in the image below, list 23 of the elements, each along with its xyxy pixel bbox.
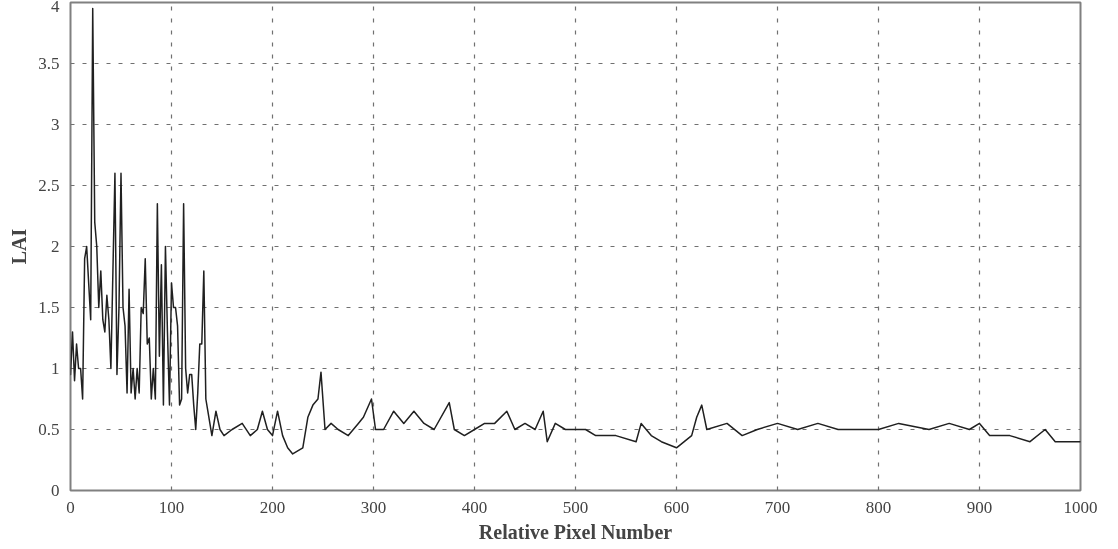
y-tick-label: 4 [51,0,60,16]
x-tick-label: 1000 [1063,497,1098,517]
y-tick-label: 1 [51,359,60,378]
x-tick-label: 900 [966,497,993,517]
y-tick-label: 2.5 [38,176,60,195]
line-series [70,7,1081,455]
y-tick-label: 0 [51,481,60,500]
x-tick-label: 400 [461,497,488,517]
x-axis-title: Relative Pixel Number [478,520,673,543]
x-tick-label: 800 [865,497,892,517]
x-tick-label: 500 [562,497,589,517]
y-tick-label: 2 [51,237,60,256]
x-tick-label: 100 [158,497,185,517]
y-axis-title: LAI [8,228,31,265]
y-tick-label: 1.5 [38,298,60,317]
x-tick-label: 300 [360,497,387,517]
x-tick-label: 600 [663,497,690,517]
y-tick-label: 3.5 [38,54,60,73]
y-tick-label: 0.5 [38,420,60,439]
x-tick-label: 700 [764,497,791,517]
x-tick-label: 200 [259,497,286,517]
y-tick-label: 3 [51,115,60,134]
x-tick-label: 0 [66,497,75,517]
